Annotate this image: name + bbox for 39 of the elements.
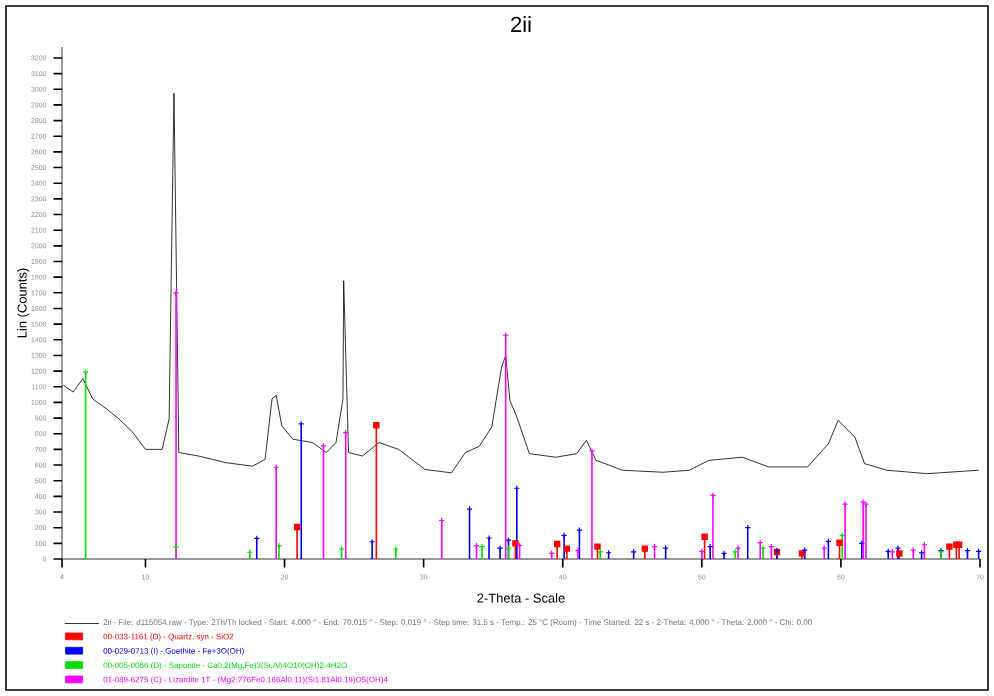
point [320,442,327,450]
point [588,447,596,455]
point [946,543,953,550]
point [630,548,637,556]
chart-title: 2ii [511,16,531,32]
point [662,544,669,552]
point [576,526,583,534]
point [560,532,568,539]
point [478,543,486,550]
point [338,545,345,553]
point [485,534,493,542]
point [841,501,849,508]
point [82,368,89,376]
point [293,523,301,531]
point [172,543,180,551]
point [466,505,473,513]
point [701,533,708,540]
point [373,422,380,429]
point [563,545,571,552]
point [597,548,604,556]
point [720,550,728,557]
point [574,547,582,554]
point [275,542,283,549]
point [641,545,648,552]
point [505,544,512,552]
point [894,544,902,552]
point [392,545,400,553]
point [496,544,504,552]
point [298,420,305,428]
point [172,289,180,297]
point [896,550,903,557]
point [709,492,717,499]
point [553,540,561,548]
point [821,544,828,552]
point [505,536,512,544]
point [836,539,843,546]
point [910,546,917,554]
point [594,543,601,550]
point [759,544,767,552]
